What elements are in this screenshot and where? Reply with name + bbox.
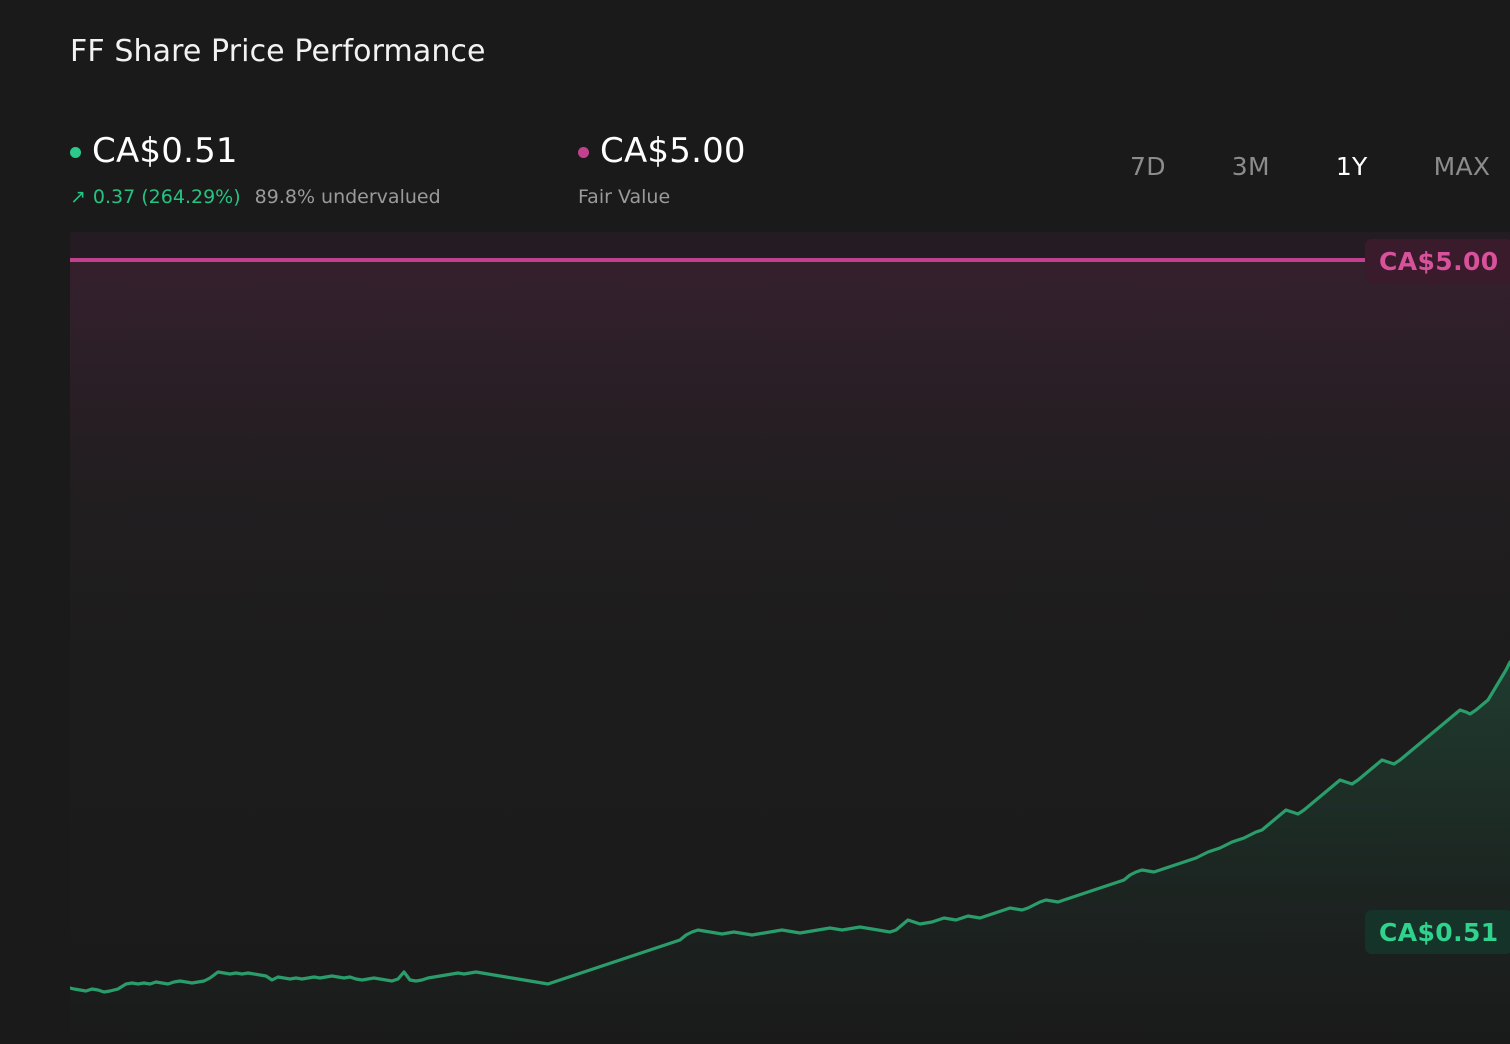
- price-chart[interactable]: CA$5.00 CA$0.51: [70, 232, 1510, 1044]
- fair-value-badge: CA$5.00: [1365, 239, 1510, 283]
- fair-value-fill: [70, 260, 1510, 680]
- fair-value-label: Fair Value: [578, 186, 671, 208]
- current-price-value: CA$0.51: [92, 131, 238, 171]
- current-price-badge: CA$0.51: [1365, 910, 1510, 954]
- valuation-text: 89.8% undervalued: [254, 186, 441, 208]
- range-button-3m[interactable]: 3M: [1222, 152, 1280, 181]
- range-button-7d[interactable]: 7D: [1120, 152, 1176, 181]
- range-button-max[interactable]: MAX: [1424, 152, 1501, 181]
- magenta-dot-icon: [578, 146, 589, 158]
- price-chart-svg: [70, 232, 1510, 1044]
- price-line: [70, 660, 1510, 994]
- time-range-selector[interactable]: 7D 3M 1Y MAX: [1120, 152, 1500, 181]
- green-dot-icon: [70, 146, 81, 158]
- page-title: FF Share Price Performance: [70, 34, 486, 69]
- price-change-value: 0.37 (264.29%): [92, 186, 241, 208]
- arrow-up-right-icon: ↗: [70, 186, 86, 208]
- price-area-fill: [70, 662, 1510, 1044]
- range-button-1y[interactable]: 1Y: [1326, 152, 1378, 181]
- chart-legend: CA$0.51 ↗ 0.37 (264.29%) 89.8% undervalu…: [70, 128, 1070, 224]
- fair-value-amount: CA$5.00: [600, 131, 746, 171]
- legend-current-price: CA$0.51 ↗ 0.37 (264.29%) 89.8% undervalu…: [70, 128, 441, 207]
- legend-fair-value: CA$5.00 Fair Value: [578, 128, 746, 207]
